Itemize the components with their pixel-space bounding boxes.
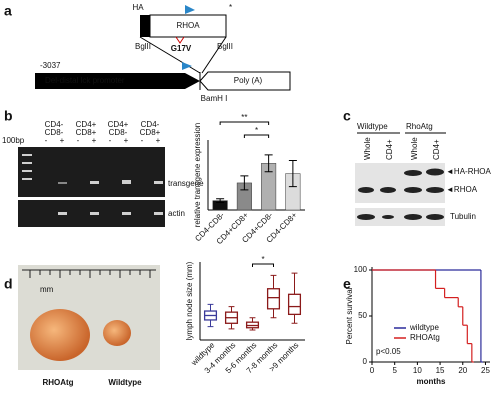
label: -3037 [40, 61, 61, 70]
label: BglII [217, 42, 233, 51]
annotation: * [261, 255, 264, 264]
box [287, 293, 302, 316]
lymph-node [30, 309, 90, 361]
label: Poly (A) [234, 76, 263, 85]
whisker [291, 272, 298, 324]
lane-sign: - [109, 136, 112, 145]
lane-label: CD4+ [108, 120, 129, 129]
group-label: Wildtype [357, 122, 388, 131]
significance-bracket [219, 121, 270, 125]
lane-sign: - [141, 136, 144, 145]
lane-label: CD4+ [432, 139, 441, 160]
significance-bracket [252, 263, 274, 267]
lane-label: CD8- [45, 128, 64, 137]
lane-label: CD4+ [76, 120, 97, 129]
legend-label: wildtype [409, 323, 439, 332]
blot-bands [357, 168, 444, 220]
error-bar [240, 175, 249, 191]
lane-label: CD4+ [385, 139, 394, 160]
group-label: RhoAtg [406, 122, 433, 131]
sample-label: Wildtype [108, 378, 142, 387]
lane-sign: + [156, 136, 161, 145]
y-tick-label: 100 [354, 265, 368, 274]
y-tick-label: 0 [363, 357, 368, 366]
polya-box [199, 71, 291, 91]
ruler [22, 269, 156, 278]
blot-tubulin [355, 208, 445, 226]
primer [182, 62, 192, 70]
promoter-arrow [35, 73, 200, 89]
label: Del-distal lck promoter [45, 76, 125, 85]
label: RHOA [176, 21, 200, 30]
error-bar [216, 198, 225, 204]
x-axis-label: months [417, 377, 446, 386]
lane-label: CD4- [141, 120, 160, 129]
x-tick-label: 20 [458, 366, 467, 375]
label: * [229, 3, 232, 12]
label: 100bp [2, 136, 25, 145]
lane-sign: + [92, 136, 97, 145]
panel-label: c [343, 108, 351, 124]
x-tick-label: 5 [392, 366, 397, 375]
label: HA [132, 3, 144, 12]
ha-tag [140, 15, 150, 37]
lane-sign: + [60, 136, 65, 145]
lane-sign: + [124, 136, 129, 145]
label: BglII [135, 42, 151, 51]
x-tick-label: 15 [436, 366, 445, 375]
significance-bracket [243, 134, 270, 138]
sample-label: RHOAtg [42, 378, 73, 387]
legend-label: RHOAtg [410, 333, 440, 342]
label: G17V [171, 44, 192, 53]
mutation-mark [175, 36, 185, 44]
annotation: * [255, 126, 258, 135]
band-label: transgene [168, 179, 204, 188]
y-axis-label: Percent survival [345, 287, 354, 344]
band-label: actin [168, 209, 185, 218]
whisker [249, 317, 256, 331]
whisker [207, 303, 214, 328]
rhoa-box [149, 14, 227, 38]
y-axis-label: lymph node size (mm) [185, 261, 194, 340]
lane-label: Whole [410, 137, 419, 160]
box [266, 288, 281, 310]
y-axis-label: relative transgene expression [193, 123, 202, 228]
lane-label: CD8- [109, 128, 128, 137]
band-label: ◄RHOA [446, 185, 478, 194]
panel-label: e [343, 276, 351, 292]
lane-label: Whole [363, 137, 372, 160]
error-bar [264, 154, 273, 173]
primer [185, 5, 195, 14]
x-tick-label: 10 [413, 366, 422, 375]
annotation: p<0.05 [376, 347, 401, 356]
band-label: ◄HA-RHOA [446, 167, 491, 176]
lane-label: CD4- [45, 120, 64, 129]
panel-label: a [4, 3, 12, 19]
construct-diagram [35, 5, 291, 91]
band-label: Tubulin [450, 212, 476, 221]
whisker [270, 274, 277, 319]
lane-label: CD8+ [76, 128, 97, 137]
annotation: ** [241, 113, 247, 122]
lane-sign: - [77, 136, 80, 145]
panel-label: d [4, 276, 13, 292]
gel-bands [22, 154, 163, 215]
insert-lines [139, 36, 227, 74]
lane-label: CD8+ [140, 128, 161, 137]
x-tick-label: 0 [370, 366, 375, 375]
label: mm [40, 285, 54, 294]
whisker [228, 306, 235, 330]
lane-sign: - [45, 136, 48, 145]
lymph-node [103, 320, 131, 346]
error-bar [288, 160, 297, 188]
label: BamH I [201, 94, 228, 103]
x-tick-label: 25 [481, 366, 490, 375]
y-tick-label: 50 [358, 311, 367, 320]
panel-label: b [4, 108, 13, 124]
gel-transgene [18, 147, 165, 197]
